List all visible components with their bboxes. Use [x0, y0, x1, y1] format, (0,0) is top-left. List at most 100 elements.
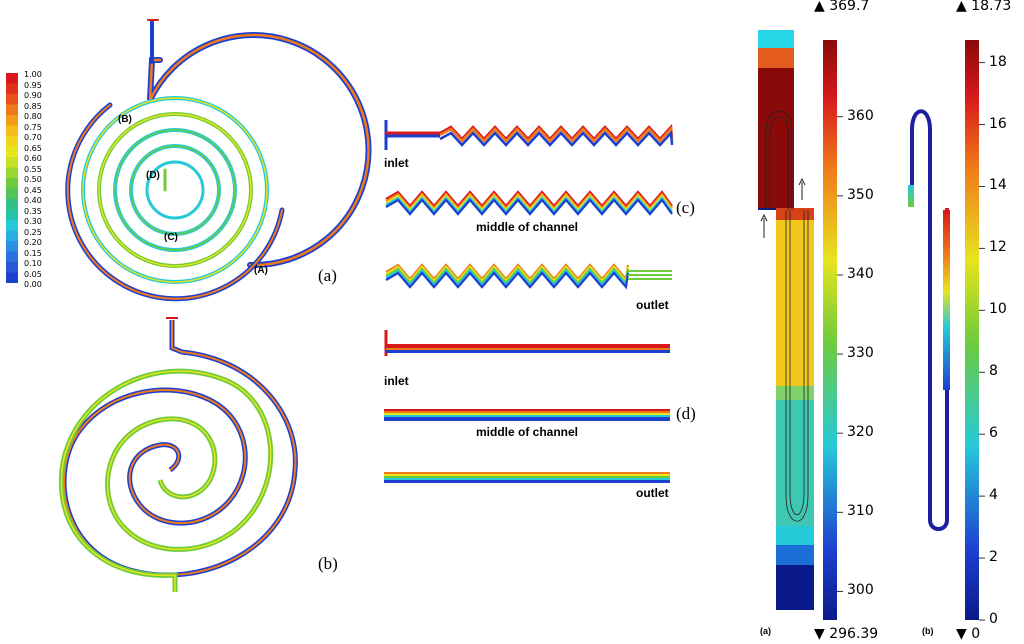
- panel-label-d: (d): [676, 404, 696, 423]
- colorbar-tick-label: 18: [989, 53, 1007, 70]
- legend-tick-label: 0.20: [24, 238, 42, 247]
- velocity-max-label: ▲ 18.73: [956, 0, 1012, 14]
- legend-swatch: [6, 199, 18, 210]
- legend-tick-label: 0.25: [24, 227, 42, 237]
- legend-tick-label: 0.85: [24, 101, 42, 111]
- legend-swatch: [6, 188, 18, 199]
- wave-stream: [439, 126, 674, 143]
- inlet-stub: [384, 120, 440, 150]
- legend-swatch: [6, 125, 18, 136]
- legend-swatch: [6, 178, 18, 189]
- wave-stream: [439, 124, 674, 141]
- label-middle-d: middle of channel: [476, 425, 579, 439]
- wavy-channels-c: [384, 120, 674, 290]
- colorbar-tick-label: 8: [989, 363, 998, 380]
- velocity-colorbar: [965, 40, 979, 620]
- wave-stream: [385, 263, 630, 282]
- legend-tick-label: 0.80: [24, 112, 42, 121]
- colorbar-tick-label: 350: [847, 186, 874, 203]
- legend-swatch: [6, 157, 18, 168]
- point-label-a: (A): [254, 265, 268, 276]
- colorbar-tick-label: 2: [989, 549, 998, 566]
- colorbar-tick-label: 16: [989, 115, 1007, 132]
- legend-tick-label: 1.00: [24, 70, 42, 79]
- panel-label-c: (c): [676, 198, 695, 217]
- colorbar-tick-label: 6: [989, 425, 998, 442]
- straight-channels-d: [384, 330, 670, 483]
- colorbar-tick-label: 360: [847, 107, 874, 124]
- point-label-c: (C): [164, 232, 178, 243]
- label-middle-c: middle of channel: [476, 220, 579, 234]
- legend-tick-label: 0.50: [24, 175, 42, 184]
- legend-tick-label: 0.10: [24, 259, 42, 268]
- temperature-min-label: ▼ 296.39: [814, 626, 879, 642]
- label-outlet-c: outlet: [636, 298, 669, 312]
- colorbar-tick-label: 310: [847, 503, 874, 520]
- panel-label-sim-b: (b): [922, 626, 934, 636]
- wave-stream: [385, 196, 673, 214]
- wave-stream: [385, 265, 630, 284]
- legend-swatch: [6, 241, 18, 252]
- wave-stream: [385, 269, 630, 288]
- wave-stream: [385, 271, 630, 290]
- legend-swatch: [6, 146, 18, 157]
- legend-tick-label: 0.95: [24, 80, 42, 90]
- legend-swatch: [6, 73, 18, 84]
- legend-swatch: [6, 104, 18, 115]
- double-spiral-b: [58, 317, 298, 592]
- legend-swatch: [6, 272, 18, 283]
- legend-tick-label: 0.30: [24, 217, 42, 226]
- legend-swatch: [6, 167, 18, 178]
- legend-swatch: [6, 83, 18, 94]
- colorbar-tick-label: 320: [847, 424, 874, 441]
- point-label-b: (B): [118, 114, 132, 125]
- legend-swatch: [6, 209, 18, 220]
- label-inlet-c: inlet: [384, 156, 409, 170]
- velocity-colorbar-ticks: [979, 62, 985, 621]
- legend-tick-label: 0.55: [24, 164, 42, 174]
- legend-swatch: [6, 230, 18, 241]
- colorbar-tick-label: 10: [989, 301, 1007, 318]
- legend-tick-label: 0.60: [24, 154, 42, 163]
- wave-stream: [439, 130, 674, 147]
- legend-tick-label: 0.45: [24, 185, 42, 195]
- legend-tick-label: 0.35: [24, 206, 42, 216]
- wave-stream: [385, 192, 673, 210]
- legend-tick-label: 0.05: [24, 269, 42, 279]
- colorbar-tick-label: 0: [989, 611, 998, 627]
- label-inlet-d: inlet: [384, 374, 409, 388]
- wave-stream: [385, 198, 673, 216]
- legend-swatch: [6, 220, 18, 231]
- legend-swatch: [6, 115, 18, 126]
- legend-tick-label: 0.40: [24, 196, 42, 205]
- wave-stream: [385, 190, 673, 208]
- legend-swatch: [6, 251, 18, 262]
- wave-stream: [385, 267, 630, 286]
- temperature-colorbar: [823, 40, 837, 620]
- colorbar-tick-label: 4: [989, 487, 998, 504]
- outlet-stub: [628, 270, 672, 280]
- colorbar-tick-label: 340: [847, 265, 874, 282]
- legend-tick-label: 0.70: [24, 133, 42, 142]
- colorbar-tick-label: 14: [989, 177, 1007, 194]
- legend-tick-label: 0.75: [24, 122, 42, 132]
- legend-tick-label: 0.90: [24, 91, 42, 100]
- panel-label-a: (a): [318, 266, 337, 285]
- colorbar-tick-label: 300: [847, 582, 874, 599]
- legend-swatch: [6, 262, 18, 273]
- point-label-d: (D): [146, 170, 160, 181]
- legend-swatch: [6, 136, 18, 147]
- legend-tick-label: 0.15: [24, 248, 42, 258]
- serpentine-spiral-a: [65, 19, 372, 302]
- concentration-legend-bar: [6, 73, 18, 283]
- colorbar-tick-label: 330: [847, 345, 874, 362]
- legend-swatch: [6, 94, 18, 105]
- label-outlet-d: outlet: [636, 486, 669, 500]
- colorbar-tick-label: 12: [989, 239, 1007, 256]
- legend-tick-label: 0.00: [24, 280, 42, 289]
- velocity-simulation: [908, 109, 950, 531]
- legend-tick-label: 0.65: [24, 143, 42, 153]
- wave-stream: [385, 194, 673, 212]
